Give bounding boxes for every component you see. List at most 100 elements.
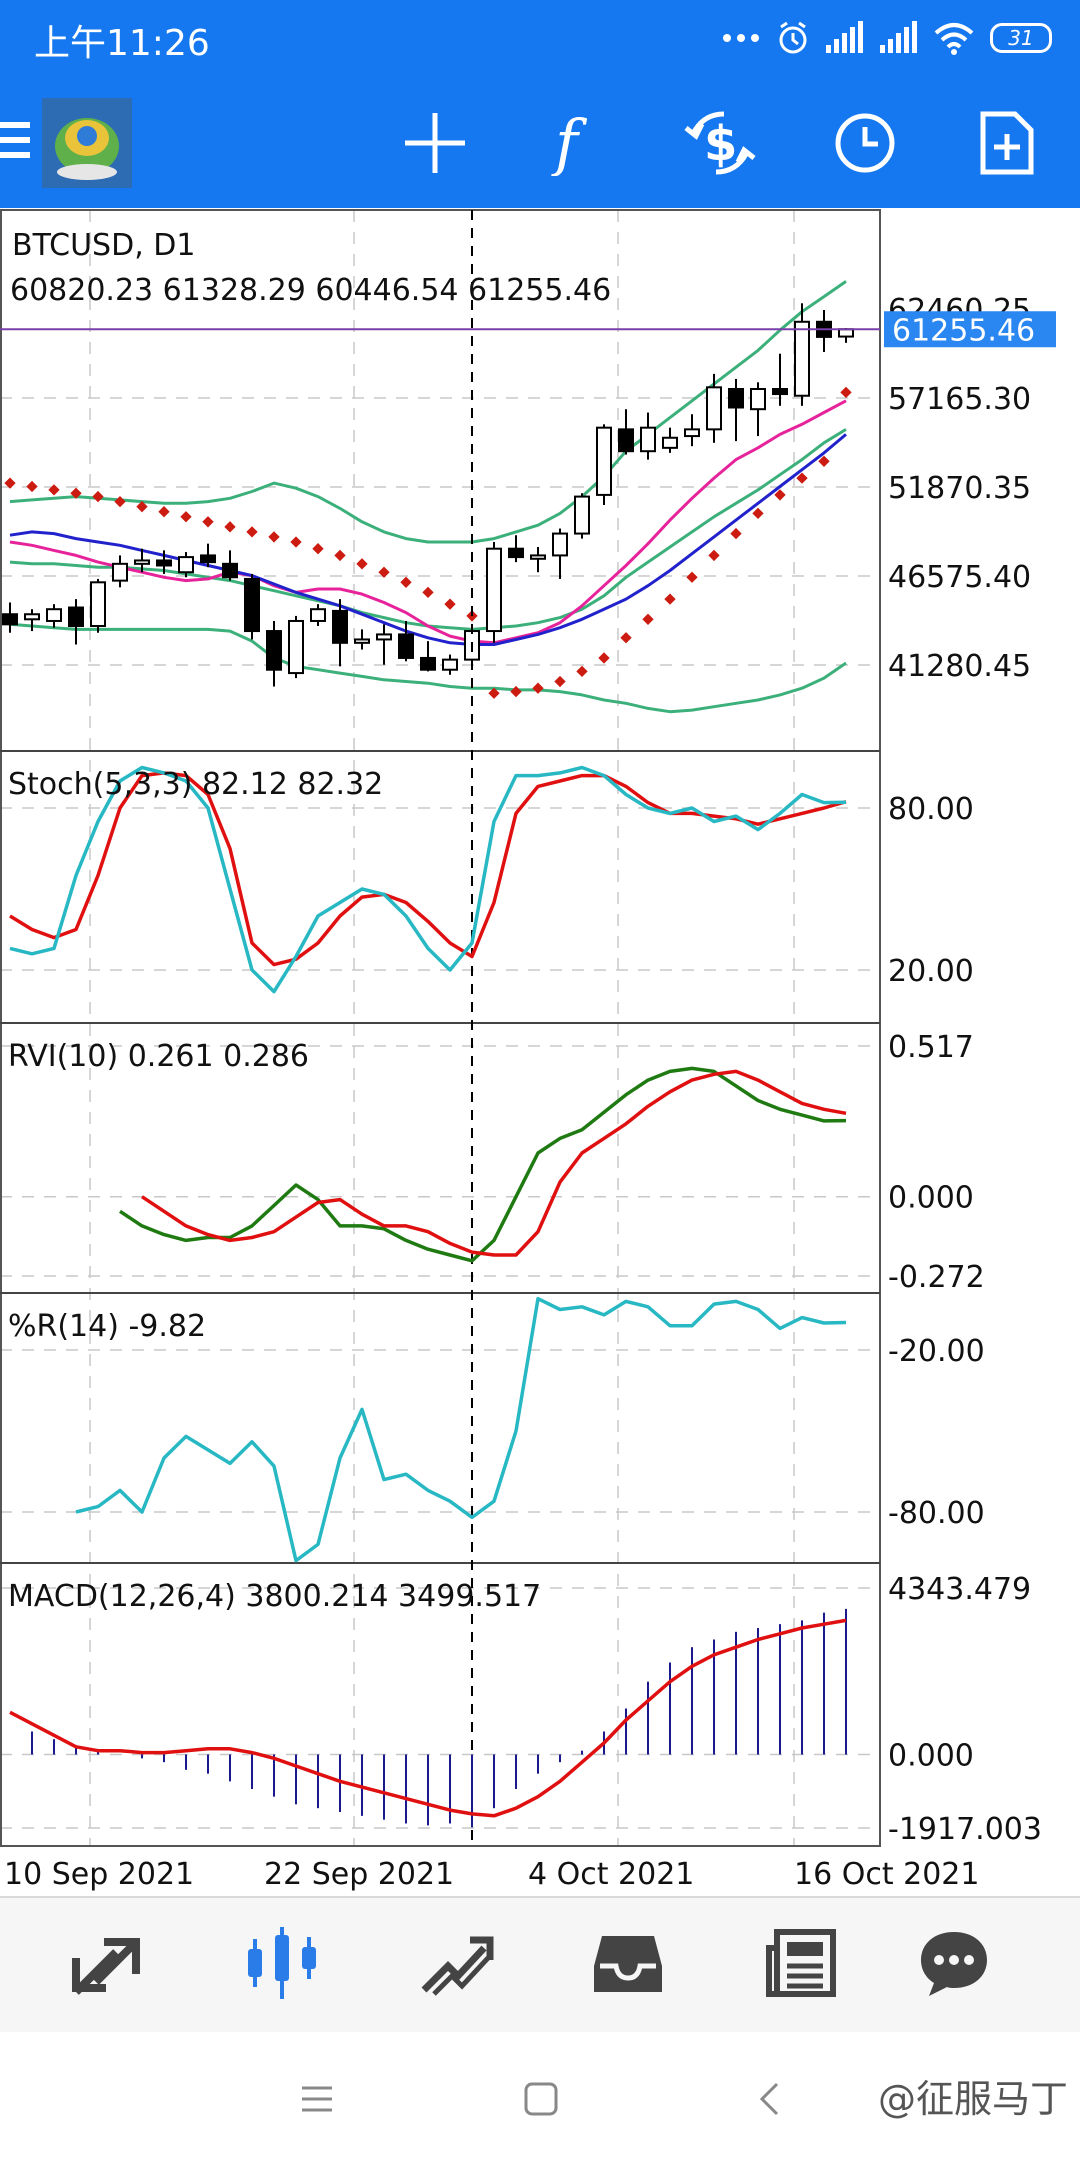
- news-icon: [766, 1929, 836, 1997]
- sar-dot: [290, 536, 302, 548]
- rvi-axis-label: 0.000: [888, 1181, 974, 1216]
- sar-dot: [664, 593, 676, 605]
- sar-dot: [356, 558, 368, 570]
- sar-dot: [378, 566, 390, 578]
- wpr-label: %R(14) -9.82: [8, 1309, 206, 1344]
- more-dots-icon: [723, 34, 759, 42]
- sar-dot: [180, 511, 192, 523]
- menu-icon[interactable]: [0, 122, 30, 166]
- macd-axis-label: 0.000: [888, 1739, 974, 1774]
- macd-label: MACD(12,26,4) 3800.214 3499.517: [8, 1579, 541, 1614]
- sar-dot: [840, 386, 852, 399]
- sar-dot: [26, 480, 38, 493]
- system-navigation: [0, 2032, 1080, 2160]
- alarm-icon: [779, 21, 807, 54]
- date-axis-label: 16 Oct 2021: [794, 1857, 979, 1892]
- candle-body: [24, 613, 40, 621]
- sar-dot: [532, 682, 544, 694]
- svg-text:f: f: [551, 110, 588, 176]
- wpr-axis-label: -20.00: [888, 1334, 985, 1369]
- indicators-button[interactable]: f: [530, 98, 620, 188]
- candle-body: [794, 320, 810, 397]
- candle-body: [684, 428, 700, 438]
- battery-level: 31: [1008, 26, 1034, 50]
- sar-dot: [224, 521, 236, 533]
- candle-body: [134, 559, 150, 565]
- candle-body: [288, 619, 304, 675]
- currency-exchange-icon: $: [684, 111, 756, 175]
- sar-dot: [708, 549, 720, 562]
- symbol-button[interactable]: $: [675, 98, 765, 188]
- nav-news[interactable]: [751, 1918, 851, 2008]
- candle-body: [178, 556, 194, 574]
- candle-body: [508, 547, 524, 559]
- current-price-badge: [884, 311, 1056, 348]
- sar-dot: [422, 586, 434, 599]
- svg-text:$: $: [704, 116, 737, 172]
- recents-button[interactable]: [292, 2074, 342, 2124]
- candle-body: [376, 633, 392, 641]
- sar-dot: [334, 549, 346, 562]
- macd-axis-label: 4343.479: [888, 1572, 1031, 1607]
- current-price-label: 61255.46: [892, 313, 1035, 348]
- candle-body: [420, 656, 436, 671]
- candle-body: [728, 388, 744, 409]
- candle-body: [266, 630, 282, 671]
- timeframe-button[interactable]: [820, 98, 910, 188]
- symbol-label: BTCUSD, D1: [12, 228, 195, 263]
- metatrader-logo[interactable]: [42, 98, 132, 188]
- stoch-main-line: [9, 765, 847, 994]
- signal-icon: [826, 21, 863, 53]
- nav-chart[interactable]: [232, 1918, 332, 2008]
- new-order-button[interactable]: [962, 98, 1052, 188]
- sar-dot: [444, 598, 456, 610]
- crosshair-icon: [405, 113, 465, 173]
- sar-dot: [92, 490, 104, 503]
- back-button[interactable]: [744, 2074, 794, 2124]
- crosshair-button[interactable]: [390, 98, 480, 188]
- chat-icon: [921, 1932, 987, 1996]
- nav-chat[interactable]: [904, 1918, 1004, 2008]
- candle-body: [46, 608, 62, 622]
- home-button[interactable]: [516, 2074, 566, 2124]
- candle-body: [552, 532, 568, 557]
- sar-dot: [642, 613, 654, 625]
- bollinger-lower-line: [9, 622, 847, 714]
- bottom-navigation: [0, 1896, 1080, 2034]
- square-icon: [524, 2082, 558, 2116]
- price-axis-label: 41280.45: [888, 649, 1031, 684]
- stoch-label: Stoch(5,3,3) 82.12 82.32: [8, 767, 383, 802]
- sar-dot: [48, 484, 60, 496]
- candle-body: [486, 547, 502, 633]
- date-axis-label: 22 Sep 2021: [264, 1857, 454, 1892]
- chart-area[interactable]: 62460.2557165.3051870.3546575.4041280.45…: [0, 208, 1080, 1896]
- candle-body: [750, 388, 766, 411]
- status-time: 上午11:26: [34, 23, 210, 64]
- nav-trade[interactable]: [406, 1918, 506, 2008]
- sar-dot: [730, 527, 742, 540]
- candle-body: [706, 386, 722, 431]
- candle-body: [596, 426, 612, 496]
- nav-quotes[interactable]: [58, 1918, 158, 2008]
- candle-body: [332, 609, 348, 644]
- back-chevron-icon: [759, 2082, 779, 2116]
- sar-dot: [818, 455, 830, 467]
- sar-dot: [510, 685, 522, 698]
- sar-dot: [158, 506, 170, 518]
- candle-body: [574, 495, 590, 535]
- sar-dot: [268, 531, 280, 543]
- chart-icon: [248, 1927, 316, 1999]
- nav-history[interactable]: [578, 1918, 678, 2008]
- trade-icon: [421, 1936, 494, 1996]
- sar-dot: [554, 675, 566, 688]
- ohlc-label: 60820.23 61328.29 60446.54 61255.46: [10, 273, 611, 308]
- sar-dot: [114, 495, 126, 508]
- status-bar: 上午11:26 31: [0, 0, 1080, 80]
- sar-dot: [796, 472, 808, 484]
- macd-axis-label: -1917.003: [888, 1812, 1042, 1847]
- candle-body: [68, 606, 84, 628]
- sar-dot: [488, 687, 500, 699]
- clock-icon: [835, 113, 895, 173]
- rvi-signal-line: [141, 1069, 847, 1257]
- wpr-line: [75, 1296, 847, 1563]
